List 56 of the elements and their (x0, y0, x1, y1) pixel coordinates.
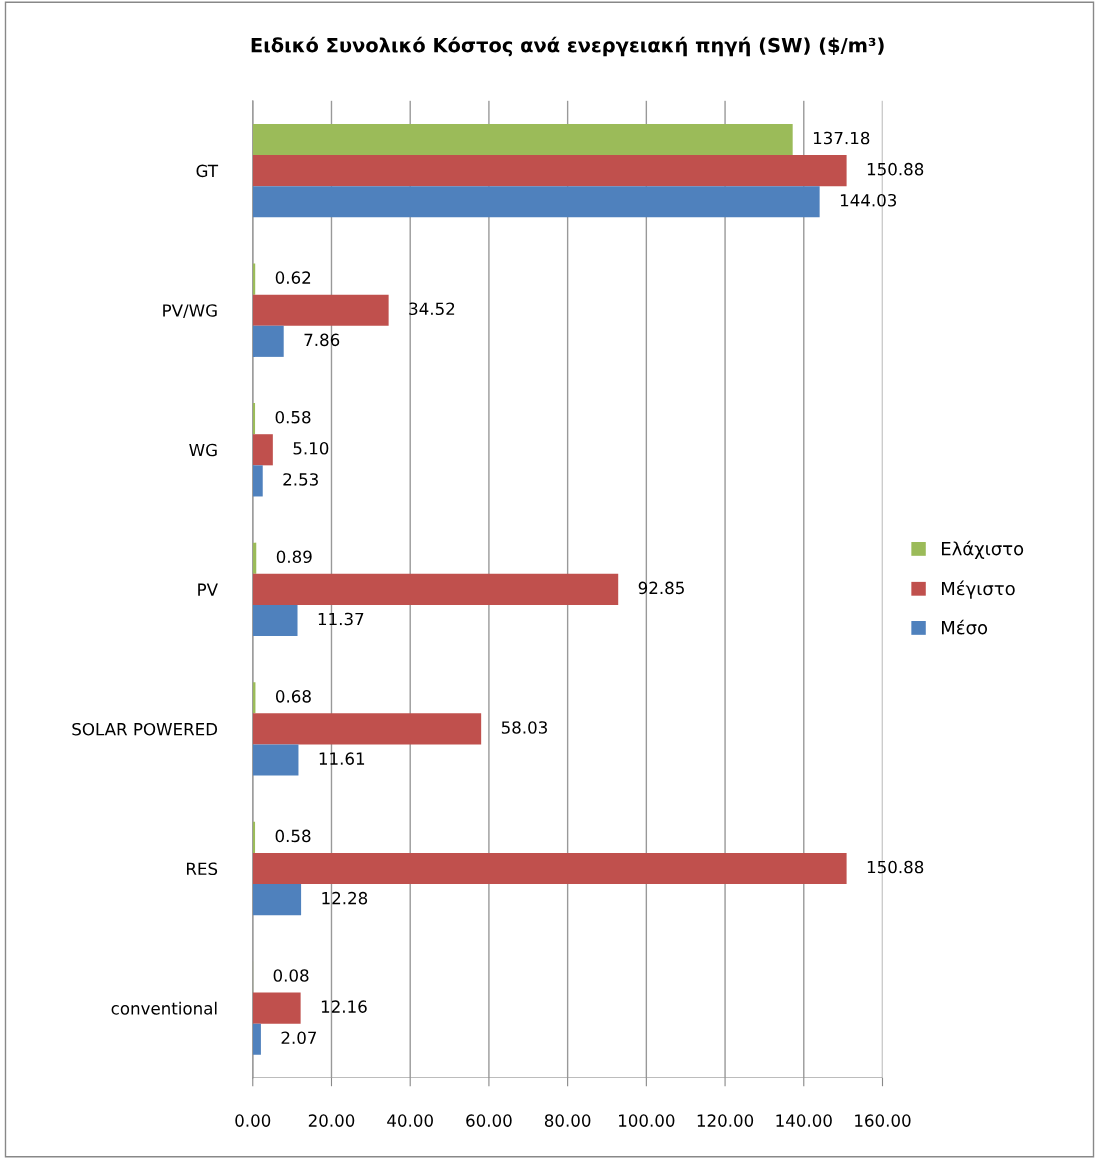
data-label: 5.10 (293, 442, 329, 455)
data-label: 0.58 (275, 829, 311, 843)
bar (252, 1023, 261, 1055)
legend-label: Ελάχιστο (942, 540, 1024, 559)
x-tick-label: 60.00 (466, 1114, 512, 1127)
legend-label: Μέγιστο (942, 580, 1015, 599)
x-tick-label: 20.00 (308, 1114, 355, 1127)
x-tick-label: 140.00 (776, 1114, 832, 1127)
bar (252, 884, 302, 916)
data-label: 2.53 (283, 473, 318, 486)
x-tick-label: 0.00 (235, 1114, 271, 1127)
data-label: 0.62 (275, 271, 311, 284)
bar (252, 294, 389, 326)
data-label: 92.85 (638, 581, 684, 595)
data-label: 0.08 (273, 969, 309, 982)
x-tick-label: 40.00 (387, 1114, 433, 1127)
data-label: 11.37 (318, 612, 364, 626)
data-label: 12.28 (322, 891, 368, 905)
bar (252, 465, 263, 497)
y-tick-label: PV (198, 583, 218, 596)
data-label: 150.88 (867, 162, 924, 176)
x-tick-label: 80.00 (544, 1114, 591, 1127)
data-label: 144.03 (840, 193, 897, 207)
bar (252, 713, 482, 745)
data-label: 12.16 (321, 1000, 367, 1013)
y-tick-label: conventional (111, 1001, 217, 1015)
data-label: 2.07 (281, 1031, 317, 1045)
bar (252, 186, 820, 218)
x-tick-label: 120.00 (697, 1114, 754, 1127)
data-label: 137.18 (813, 131, 870, 145)
bar (252, 155, 847, 187)
y-tick-label: WG (189, 443, 217, 457)
bar (252, 434, 273, 466)
data-label: 11.61 (319, 752, 365, 765)
y-tick-label: GT (196, 164, 219, 178)
bar (252, 852, 847, 885)
x-tick-label: 100.00 (619, 1114, 675, 1127)
data-label: 34.52 (409, 302, 455, 316)
legend-label: Μέσο (942, 619, 988, 635)
bar (252, 573, 619, 605)
bar (252, 325, 284, 357)
y-tick-label: RES (186, 862, 218, 876)
data-label: 0.58 (275, 410, 311, 424)
bar (252, 992, 301, 1024)
y-tick-label: PV/WG (163, 304, 217, 319)
bar (252, 744, 299, 776)
bar (252, 604, 298, 637)
data-label: 7.86 (304, 333, 340, 347)
data-label: 0.68 (275, 690, 311, 703)
x-tick-label: 160.00 (855, 1114, 911, 1127)
data-label: 150.88 (867, 860, 924, 874)
bar (252, 123, 793, 156)
chart-title: Ειδικό Συνολικό Κόστος ανά ενεργειακή πηγή (SW) ($/m³) (251, 36, 884, 57)
y-tick-label: SOLAR POWERED (72, 722, 218, 736)
data-label: 0.89 (276, 550, 312, 564)
data-label: 58.03 (501, 721, 547, 734)
